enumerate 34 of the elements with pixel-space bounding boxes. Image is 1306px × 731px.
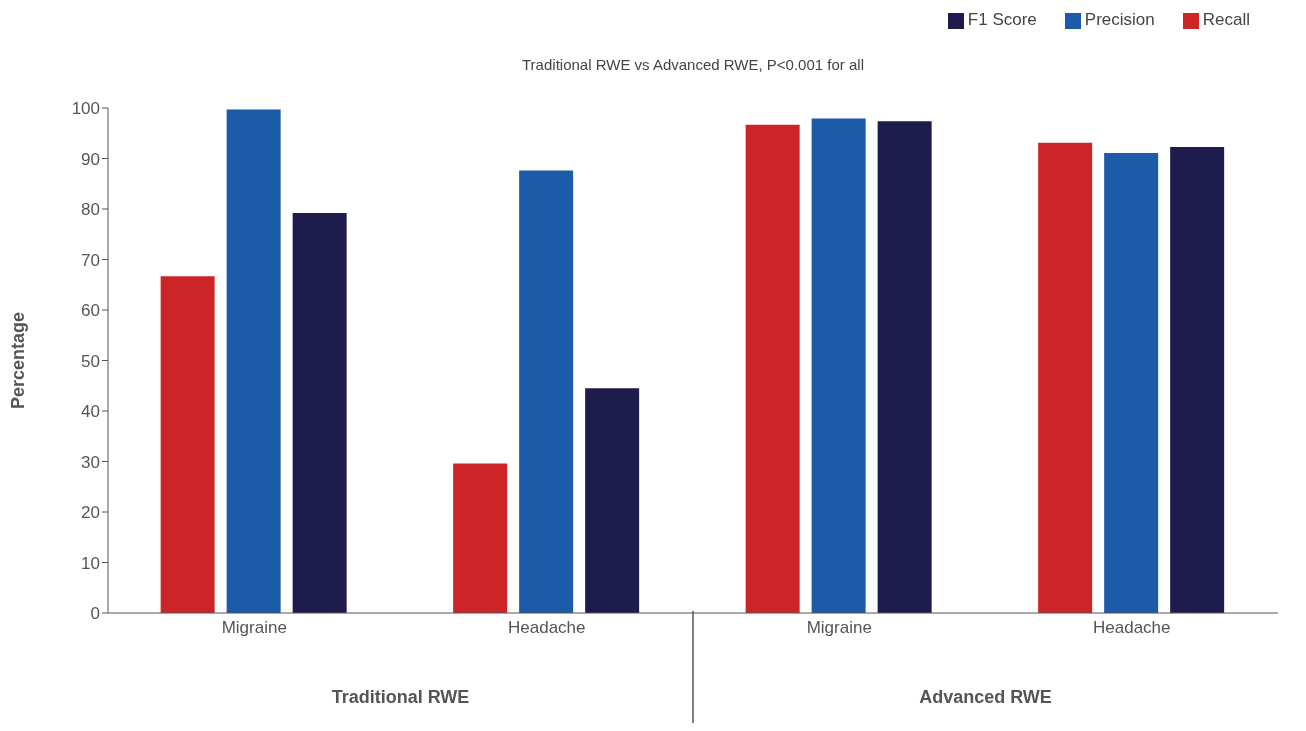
- y-tick-label: 0: [90, 604, 100, 624]
- x-tick-label: Migraine: [221, 618, 287, 638]
- bar: [160, 276, 215, 613]
- y-tick-label: 50: [81, 351, 100, 371]
- x-tick-label: Migraine: [806, 618, 872, 638]
- y-tick-label: 100: [71, 99, 100, 119]
- bar: [292, 213, 347, 613]
- bar: [1038, 142, 1093, 613]
- bar: [585, 388, 640, 613]
- bar: [226, 109, 281, 613]
- y-tick-label: 60: [81, 301, 100, 321]
- text: Traditional RWE: [330, 687, 471, 708]
- bar: [519, 170, 574, 613]
- legend-label: Precision: [1084, 10, 1155, 29]
- y-tick-label: 30: [81, 452, 100, 472]
- text: Advanced RWE: [918, 687, 1053, 708]
- bar: [811, 118, 866, 613]
- y-tick-label: 40: [81, 402, 100, 422]
- bar: [877, 121, 932, 613]
- y-tick-label: 80: [81, 200, 100, 220]
- y-tick-label: 20: [81, 503, 100, 523]
- y-tick-label: 90: [81, 149, 100, 169]
- bar: [1170, 146, 1225, 613]
- y-axis-title: Percentage: [8, 311, 29, 410]
- y-tick-label: 10: [81, 553, 100, 573]
- x-tick-label: Headache: [507, 618, 586, 638]
- chart-title: Traditional RWE vs Advanced RWE, P<0.001 for all: [522, 56, 864, 73]
- legend-label: F1 Score: [967, 10, 1037, 29]
- bar: [1104, 152, 1159, 613]
- legend-label: Recall: [1202, 10, 1250, 29]
- y-tick-label: 70: [81, 250, 100, 270]
- bar: [453, 463, 508, 613]
- x-tick-label: Headache: [1092, 618, 1171, 638]
- bar: [745, 124, 800, 613]
